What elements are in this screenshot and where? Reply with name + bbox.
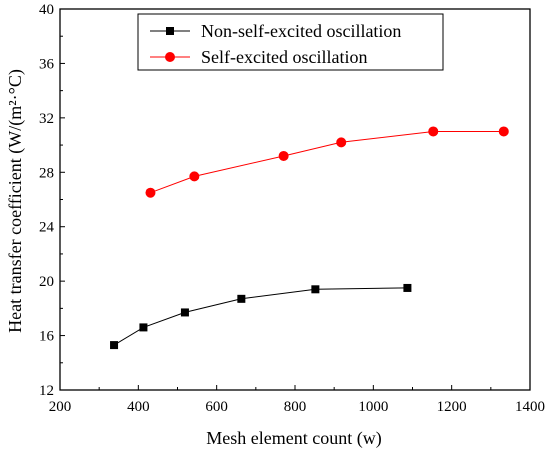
y-tick-label: 28: [39, 165, 54, 181]
legend-box: [137, 13, 444, 71]
x-tick-label: 1400: [515, 399, 545, 415]
y-tick-label: 12: [39, 383, 54, 399]
data-point-non-self-excited: [311, 285, 320, 294]
data-point-self-excited: [428, 126, 439, 137]
legend-marker-self-excited: [165, 52, 175, 62]
data-point-self-excited: [278, 150, 289, 161]
y-tick-label: 16: [39, 329, 55, 345]
data-point-non-self-excited: [139, 323, 148, 332]
data-point-non-self-excited: [180, 308, 189, 317]
y-tick-label: 40: [39, 2, 54, 18]
x-tick-label: 1200: [437, 399, 467, 415]
data-point-non-self-excited: [110, 341, 119, 350]
legend-marker-non-self-excited: [166, 27, 174, 35]
data-point-self-excited: [336, 137, 347, 148]
y-tick-label: 20: [39, 274, 54, 290]
x-axis-title: Mesh element count (w): [206, 428, 381, 449]
series-line-self-excited: [150, 131, 504, 194]
data-point-self-excited: [189, 171, 200, 182]
data-point-non-self-excited: [237, 294, 246, 303]
legend-label-self-excited: Self-excited oscillation: [201, 47, 367, 67]
y-tick-label: 36: [39, 56, 55, 72]
data-point-self-excited: [145, 187, 156, 198]
y-tick-label: 32: [39, 111, 54, 127]
y-tick-label: 24: [39, 220, 55, 236]
data-point-non-self-excited: [403, 283, 412, 292]
legend-label-non-self-excited: Non-self-excited oscillation: [201, 21, 401, 41]
x-tick-label: 800: [284, 399, 307, 415]
x-tick-label: 400: [127, 399, 150, 415]
x-tick-label: 1000: [358, 399, 388, 415]
series-group: [110, 126, 509, 350]
series-line-non-self-excited: [113, 287, 408, 346]
x-tick-label: 200: [49, 399, 72, 415]
legend: Non-self-excited oscillation Self-excite…: [137, 13, 444, 71]
x-tick-label: 600: [205, 399, 228, 415]
ticks-group: 200 400 600 800 1000 1200 1400 12 16 20 24 28 32 36 40: [39, 2, 545, 415]
y-axis-title: Heat transfer coefficient (W/(m²·°C): [5, 69, 26, 333]
data-point-self-excited: [498, 126, 509, 137]
